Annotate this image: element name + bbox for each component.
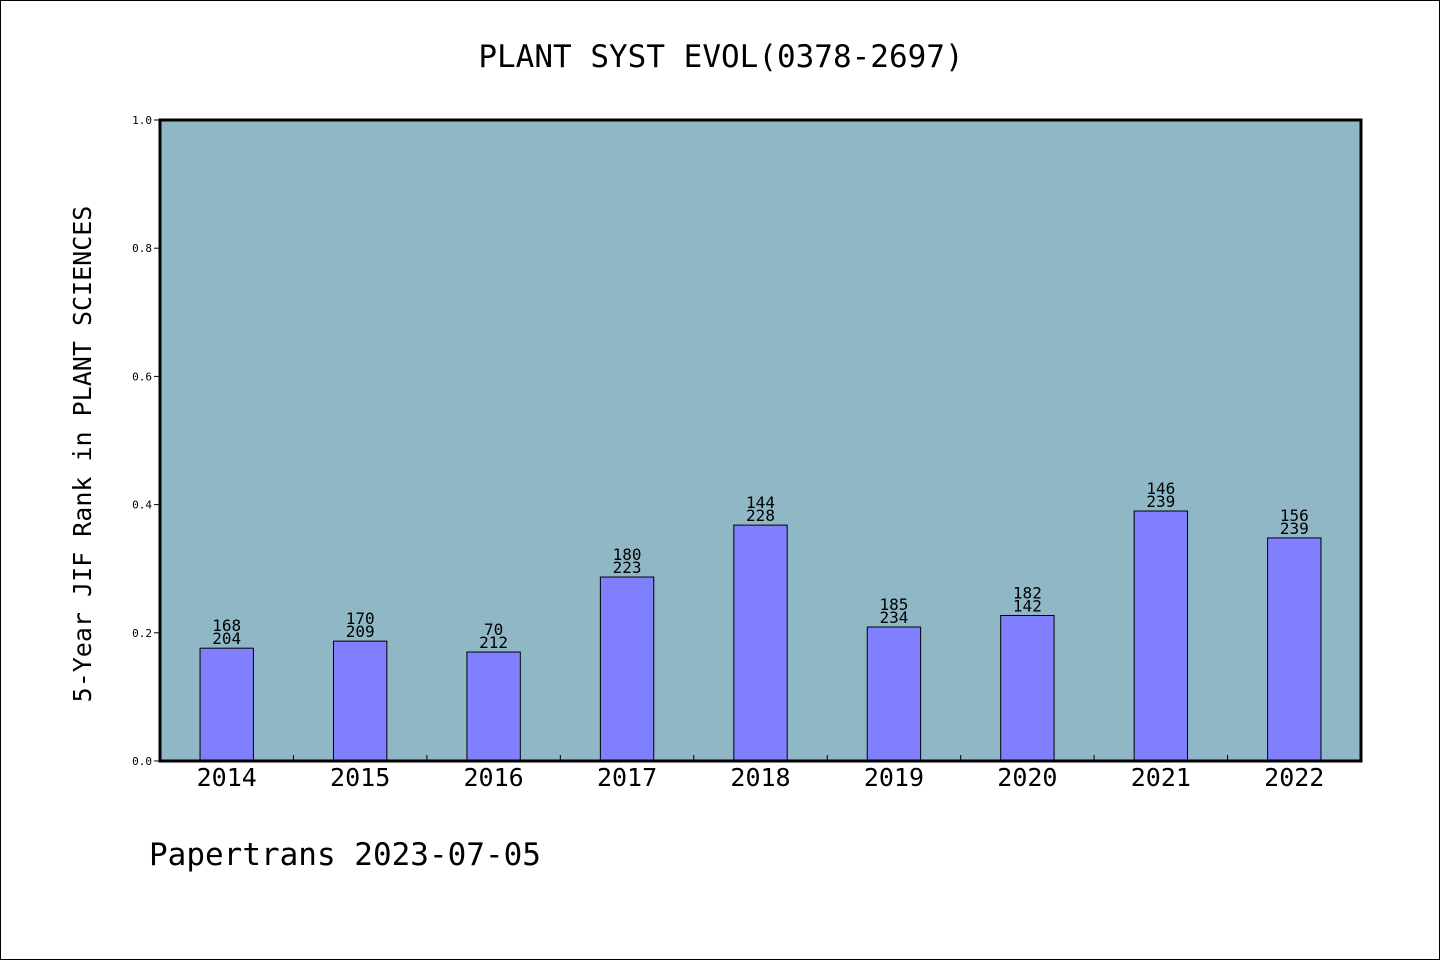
x-tick-label: 2019 <box>864 763 924 792</box>
bar-rank-label: 168 <box>212 616 241 635</box>
bars <box>199 510 1322 762</box>
y-axis-ticks: 0.0 0.2 0.4 0.6 0.8 1.0 <box>132 114 160 768</box>
bar-rank-label: 144 <box>746 493 775 512</box>
bar-2021 <box>1133 510 1189 762</box>
bar-total-label: 239 <box>1146 492 1175 511</box>
bar-2016 <box>466 651 521 762</box>
y-tick-label: 0.2 <box>132 627 152 640</box>
x-tick-label: 2018 <box>730 763 790 792</box>
x-tick-label: 2020 <box>997 763 1057 792</box>
bar-total-label: 223 <box>613 558 642 577</box>
y-axis-label: 5-Year JIF Rank in PLANT SCIENCES <box>68 206 97 703</box>
y-tick-label: 0.4 <box>132 499 152 512</box>
bar-2017 <box>599 576 655 762</box>
x-tick-label: 2015 <box>330 763 390 792</box>
bar-rank-label: 170 <box>346 609 375 628</box>
bar-total-label: 212 <box>479 633 508 652</box>
x-tick-label: 2017 <box>597 763 657 792</box>
plot-border <box>158 118 1363 763</box>
bar-total-label: 228 <box>746 506 775 525</box>
bar-2018 <box>733 524 788 762</box>
x-tick-label: 2021 <box>1131 763 1191 792</box>
y-tick-label: 0.6 <box>132 370 152 383</box>
y-tick-label: 1.0 <box>132 114 152 127</box>
y-tick-label: 0.8 <box>132 242 152 255</box>
bar-2014 <box>199 647 254 762</box>
y-tick-label: 0.0 <box>132 755 152 768</box>
bar-total-label: 234 <box>879 608 908 627</box>
bar-2015 <box>332 640 388 762</box>
bar-rank-label: 182 <box>1013 583 1042 602</box>
bar-2019 <box>866 626 922 762</box>
bar-total-label: 209 <box>346 622 375 641</box>
bar-rank-label: 185 <box>879 595 908 614</box>
bar-2020 <box>1000 614 1055 762</box>
chart-title: PLANT SYST EVOL(0378-2697) <box>478 39 963 75</box>
bar-2022 <box>1267 537 1322 762</box>
bar-rank-label: 180 <box>613 545 642 564</box>
bar-total-label: 204 <box>212 629 241 648</box>
x-tick-label: 2022 <box>1264 763 1324 792</box>
bar-rank-label: 156 <box>1280 506 1309 525</box>
bar-total-label: 239 <box>1280 519 1309 538</box>
footer-credit: Papertrans 2023-07-05 <box>149 837 541 873</box>
bar-rank-label: 146 <box>1146 479 1175 498</box>
x-tick-label: 2014 <box>197 763 257 792</box>
x-axis-ticks: 2014 2015 2016 2017 2018 2019 2020 2021 2022 <box>197 755 1324 792</box>
bar-rank-label: 70 <box>484 620 503 639</box>
bar-total-label: 142 <box>1013 596 1042 615</box>
x-tick-label: 2016 <box>464 763 524 792</box>
